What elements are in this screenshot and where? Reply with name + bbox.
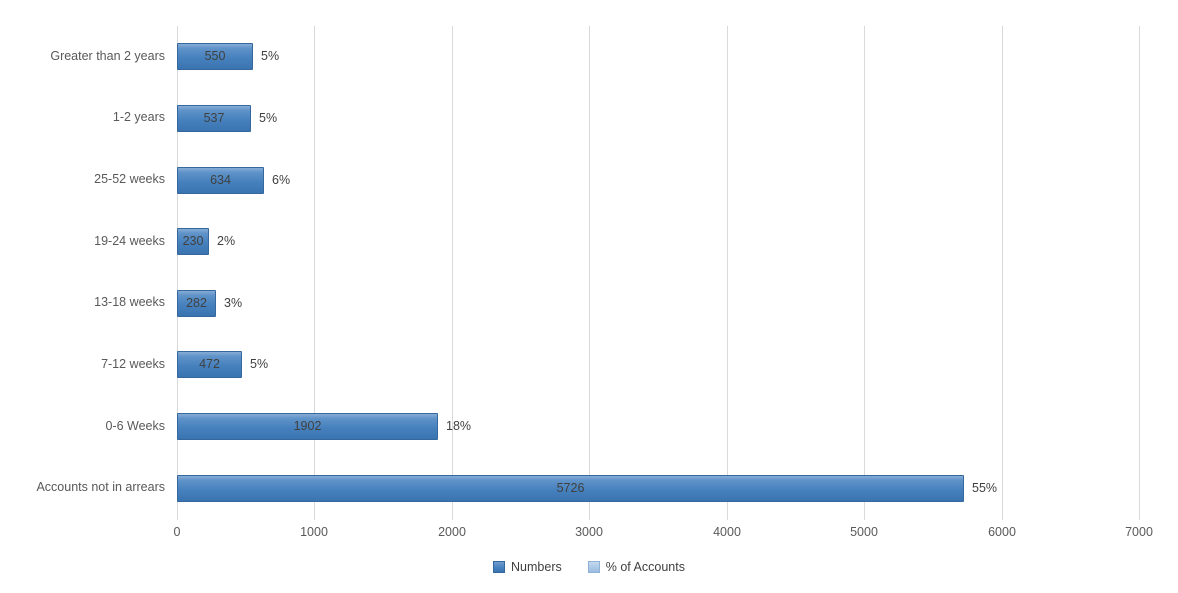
bar-value-label: 472 <box>199 357 220 371</box>
bar-7-12-weeks: 472 <box>177 351 242 378</box>
percent-label: 5% <box>259 111 278 125</box>
category-label: 19-24 weeks <box>94 234 165 248</box>
gridline-5000 <box>864 26 865 520</box>
x-tick-label-4000: 4000 <box>713 525 741 539</box>
gridline-1000 <box>314 26 315 520</box>
bar-value-label: 5726 <box>556 481 585 495</box>
x-tick-label-3000: 3000 <box>575 525 603 539</box>
bar-accounts-not-in-arrears: 5726 <box>177 475 964 502</box>
bar-greater-than-2-years: 550 <box>177 43 253 70</box>
percent-label: 5% <box>261 49 280 63</box>
numbers-swatch-icon <box>493 561 506 573</box>
category-label: 0-6 Weeks <box>105 419 165 433</box>
gridline-7000 <box>1139 26 1140 520</box>
percent-label: 3% <box>224 296 243 310</box>
legend-item-numbers: Numbers <box>493 560 562 574</box>
legend-item-pct-of-accounts: % of Accounts <box>587 560 685 574</box>
bar-1-2-years: 537 <box>177 105 251 132</box>
bar-value-label: 1902 <box>293 419 322 433</box>
category-label: Greater than 2 years <box>50 49 165 63</box>
legend-label-pct-of-accounts: % of Accounts <box>605 560 685 574</box>
percent-label: 2% <box>217 234 236 248</box>
bar-13-18-weeks: 282 <box>177 290 216 317</box>
category-label: 1-2 years <box>112 110 165 124</box>
gridline-2000 <box>452 26 453 520</box>
bar-value-label: 550 <box>204 49 226 63</box>
gridline-6000 <box>1002 26 1003 520</box>
category-label: 7-12 weeks <box>101 357 165 371</box>
percent-label: 55% <box>972 481 998 495</box>
category-label: 13-18 weeks <box>94 295 165 309</box>
bar-0-6-weeks: 1902 <box>177 413 438 440</box>
percent-label: 5% <box>250 357 269 371</box>
gridline-0 <box>177 26 178 520</box>
percent-label: 18% <box>446 419 472 433</box>
x-tick-label-2000: 2000 <box>438 525 466 539</box>
bar-19-24-weeks: 230 <box>177 228 209 255</box>
bar-25-52-weeks: 634 <box>177 167 264 194</box>
legend-label-numbers: Numbers <box>511 560 562 574</box>
x-tick-label-6000: 6000 <box>988 525 1016 539</box>
bar-value-label: 230 <box>182 234 204 248</box>
x-tick-label-5000: 5000 <box>850 525 878 539</box>
category-label: 25-52 weeks <box>94 172 165 186</box>
gridline-4000 <box>727 26 728 520</box>
percent-label: 6% <box>272 173 291 187</box>
bar-value-label: 282 <box>186 296 207 310</box>
bar-value-label: 634 <box>210 173 231 187</box>
x-tick-label-1000: 1000 <box>300 525 328 539</box>
pct-of-accounts-swatch-icon <box>587 561 600 573</box>
bar-value-label: 537 <box>203 111 225 125</box>
gridline-3000 <box>589 26 590 520</box>
category-label: Accounts not in arrears <box>36 480 165 494</box>
legend: Numbers % of Accounts <box>0 560 1178 574</box>
x-tick-label-7000: 7000 <box>1125 525 1153 539</box>
x-tick-label-0: 0 <box>173 525 181 539</box>
